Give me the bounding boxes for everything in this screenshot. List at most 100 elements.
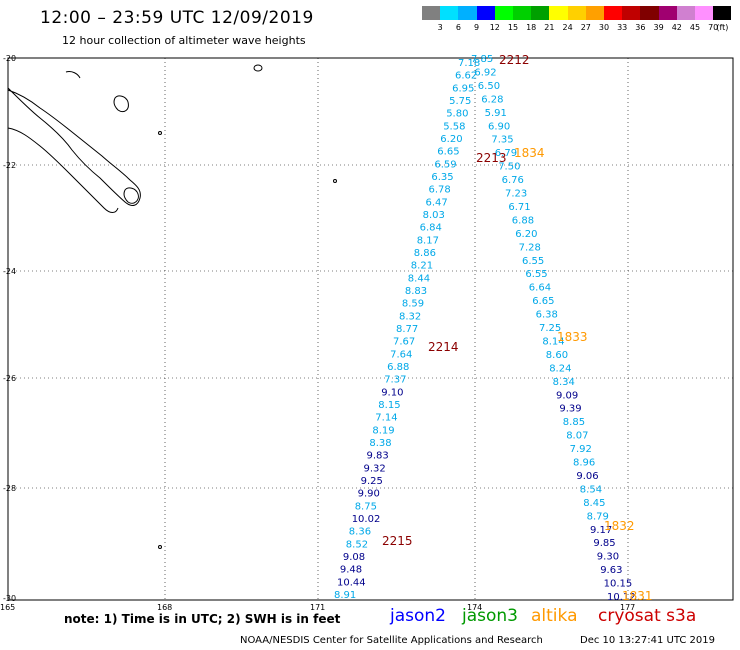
wave-height-value: 7.28 (519, 242, 541, 253)
wave-height-value: 7.50 (498, 162, 520, 173)
wave-height-value: 10.15 (604, 579, 633, 590)
scale-label: 42 (671, 23, 682, 32)
wave-height-value: 9.30 (597, 552, 619, 563)
lon-label: 177 (620, 603, 635, 612)
wave-height-value: 8.59 (402, 299, 424, 310)
lat-label: -24 (3, 267, 16, 276)
map-frame (7, 57, 734, 601)
lat-label: -26 (3, 374, 16, 383)
wave-height-value: 8.44 (408, 273, 430, 284)
scale-swatch (604, 6, 623, 20)
wave-height-value: 6.88 (387, 362, 409, 373)
wave-height-value: 8.19 (372, 425, 394, 436)
wave-height-value: 5.80 (446, 109, 468, 120)
scale-swatch (585, 6, 604, 20)
grid-lines (8, 58, 733, 600)
scale-label: 24 (562, 23, 573, 32)
wave-height-value: 8.34 (553, 377, 575, 388)
scale-swatch (513, 6, 532, 20)
wave-height-value: 8.45 (583, 498, 605, 509)
wave-height-value: 8.85 (563, 417, 585, 428)
wave-height-value: 8.91 (334, 590, 356, 601)
islet (333, 179, 337, 183)
wave-height-value: 9.17 (590, 525, 612, 536)
scale-swatch (549, 6, 568, 20)
scale-label: 3 (437, 23, 443, 32)
new-caledonia-coast (7, 87, 141, 206)
lon-label: 171 (310, 603, 325, 612)
wave-height-value: 6.59 (434, 159, 456, 170)
islet (158, 545, 162, 549)
pass-time-label: 1834 (514, 146, 545, 160)
wave-height-value: 9.09 (556, 390, 578, 401)
wave-height-value: 6.79 (495, 148, 517, 159)
wave-height-value: 6.20 (440, 134, 462, 145)
scale-label: 9 (474, 23, 480, 32)
wave-height-value: 6.90 (488, 121, 510, 132)
pass-time-label: 1831 (622, 589, 653, 603)
wave-height-value: 6.76 (502, 175, 524, 186)
wave-height-value: 8.17 (417, 235, 439, 246)
scale-swatch (458, 6, 477, 20)
wave-height-value: 6.71 (508, 202, 530, 213)
scale-label: 27 (580, 23, 591, 32)
scale-label: 18 (526, 23, 537, 32)
wave-height-value: 6.88 (512, 215, 534, 226)
wave-height-value: 8.79 (587, 511, 609, 522)
wave-height-value: 7.14 (375, 413, 397, 424)
wave-height-value: 8.83 (405, 286, 427, 297)
scale-swatch (567, 6, 586, 20)
wave-height-value: 8.75 (355, 501, 377, 512)
footer-date: Dec 10 13:27:41 UTC 2019 (580, 635, 715, 646)
loyalty-island (113, 95, 129, 113)
track-jason3: 7.18 6.626.95 5.75 5.805.58 6.20 6.656.59 6.35… (334, 58, 480, 601)
scale-swatch (713, 6, 732, 20)
wave-height-value: 7.85 (471, 54, 493, 65)
wave-height-value: 10.44 (337, 577, 366, 588)
scale-swatch (640, 6, 659, 20)
wave-height-value: 8.32 (399, 311, 421, 322)
wave-height-value: 6.50 (478, 81, 500, 92)
scale-label: 21 (544, 23, 555, 32)
scale-label: 33 (617, 23, 628, 32)
satellite-label: cryosat s3a (598, 606, 697, 626)
wave-height-value: 8.38 (369, 438, 391, 449)
wave-height-value: 8.15 (378, 400, 400, 411)
wave-height-value: 9.90 (358, 489, 380, 500)
lon-label: 174 (467, 603, 482, 612)
wave-height-value: 6.38 (536, 310, 558, 321)
wave-height-value: 9.32 (364, 463, 386, 474)
scale-swatch (676, 6, 695, 20)
wave-height-value: 9.48 (340, 565, 362, 576)
wave-height-value: 6.47 (426, 197, 448, 208)
lon-label: 168 (157, 603, 172, 612)
scale-swatch (531, 6, 550, 20)
wave-height-value: 8.86 (414, 248, 436, 259)
wave-height-value: 7.64 (390, 349, 412, 360)
wave-height-value: 8.14 (542, 336, 564, 347)
satellite-label: jason2 (390, 606, 446, 626)
scale-swatch (658, 6, 677, 20)
wave-height-value: 6.65 (532, 296, 554, 307)
small-island (253, 64, 263, 72)
coastline (7, 64, 337, 549)
scale-label: 30 (598, 23, 610, 32)
wave-height-value: 6.78 (429, 185, 451, 196)
page-subtitle: 12 hour collection of altimeter wave hei… (62, 34, 306, 47)
lat-label: -30 (3, 594, 16, 603)
wave-height-value: 7.92 (570, 444, 592, 455)
scale-swatch (476, 6, 495, 20)
pass-time-label: 2214 (428, 340, 459, 354)
wave-height-value: 8.52 (346, 539, 368, 550)
wave-height-value: 8.77 (396, 324, 418, 335)
wave-height-value: 7.18 (458, 58, 480, 69)
wave-height-value: 8.96 (573, 458, 595, 469)
scale-label: 36 (635, 23, 646, 32)
pass-time-label: 2212 (499, 53, 530, 67)
wave-height-value: 8.60 (546, 350, 568, 361)
scale-label: (ft) (716, 23, 729, 32)
wave-height-value: 6.55 (522, 256, 544, 267)
scale-swatch (422, 6, 441, 20)
wave-height-value: 8.24 (549, 363, 571, 374)
